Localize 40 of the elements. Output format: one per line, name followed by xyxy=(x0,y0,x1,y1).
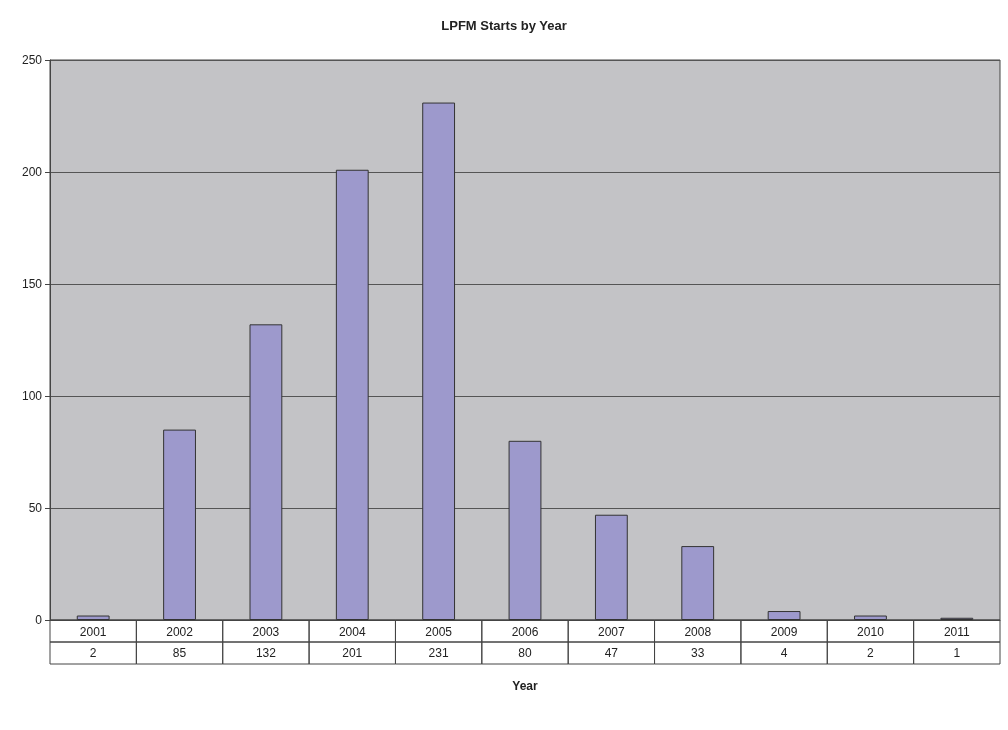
x-tick-label: 2005 xyxy=(425,625,453,639)
x-tick-label: 2008 xyxy=(684,625,712,639)
x-tick-label: 2006 xyxy=(511,625,539,639)
chart-title: LPFM Starts by Year xyxy=(441,18,567,33)
bar xyxy=(76,615,110,620)
data-label: 132 xyxy=(255,646,277,660)
y-tick-label: 100 xyxy=(21,389,43,403)
x-tick-label: 2009 xyxy=(770,625,798,639)
bar xyxy=(508,440,542,620)
data-label: 2 xyxy=(867,646,875,660)
bar xyxy=(422,102,456,620)
x-tick-label: 2003 xyxy=(252,625,280,639)
data-label: 201 xyxy=(342,646,363,660)
x-tick-label: 2010 xyxy=(857,625,885,639)
x-tick-label: 2002 xyxy=(166,625,194,639)
bar xyxy=(335,169,369,620)
bar xyxy=(594,514,628,620)
bar xyxy=(249,324,283,620)
bar xyxy=(767,611,801,620)
y-tick-label: 150 xyxy=(21,277,43,291)
x-tick-label: 2007 xyxy=(598,625,626,639)
data-label: 33 xyxy=(691,646,705,660)
bar xyxy=(854,615,887,620)
y-tick-label: 0 xyxy=(35,613,43,627)
bar xyxy=(681,546,715,620)
data-label: 80 xyxy=(518,646,532,660)
x-axis-title: Year xyxy=(512,679,539,693)
data-label: 1 xyxy=(953,646,961,660)
x-tick-label: 2004 xyxy=(338,625,366,639)
bar xyxy=(163,429,196,620)
data-label: 47 xyxy=(604,646,619,660)
data-label: 4 xyxy=(780,646,788,660)
x-tick-label: 2011 xyxy=(943,625,971,639)
y-tick-label: 250 xyxy=(21,53,43,67)
data-label: 85 xyxy=(172,646,187,660)
data-label: 231 xyxy=(428,646,449,660)
data-label: 2 xyxy=(89,646,97,660)
x-tick-label: 2001 xyxy=(79,625,107,639)
y-tick-label: 200 xyxy=(21,165,43,179)
y-tick-label: 50 xyxy=(28,501,43,515)
